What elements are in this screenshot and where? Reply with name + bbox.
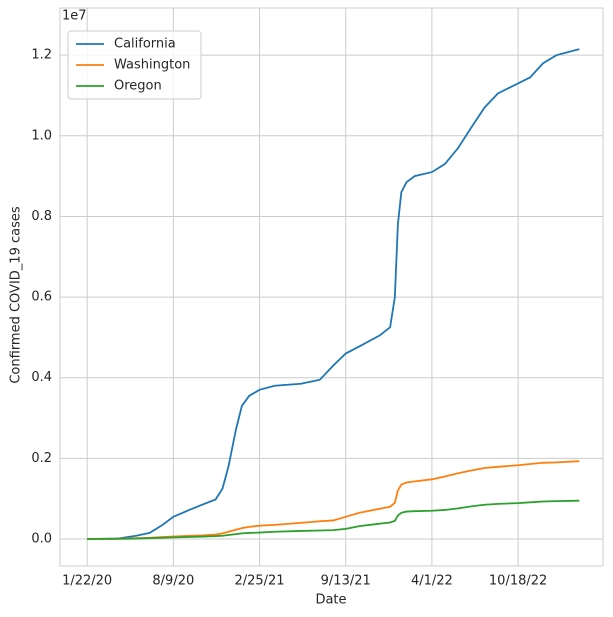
legend-label: California (114, 37, 176, 52)
plot-frame (59, 7, 604, 567)
y-tick-label: 1.0 (31, 128, 52, 143)
x-axis-label: Date (315, 593, 346, 608)
y-tick-label: 0.2 (31, 451, 52, 466)
y-tick-label: 0.4 (31, 370, 52, 385)
y-tick-label: 0.0 (31, 531, 52, 546)
x-tick-label: 1/22/20 (62, 574, 112, 589)
legend-label: Oregon (114, 79, 162, 94)
y-axis-label: Confirmed COVID_19 cases (9, 206, 24, 383)
legend-box (67, 30, 202, 100)
x-tick-label: 8/9/20 (152, 574, 194, 589)
y-offset-label: 1e7 (62, 9, 87, 24)
legend: California Washington Oregon (67, 30, 202, 100)
x-tick-label: 10/18/22 (489, 574, 547, 589)
x-tick-label: 4/1/22 (411, 574, 453, 589)
y-tick-label: 1.2 (31, 48, 52, 63)
y-tick-label: 0.6 (31, 290, 52, 305)
y-tick-label: 0.8 (31, 209, 52, 224)
series-line (87, 499, 580, 540)
legend-label: Washington (114, 58, 190, 73)
series-line (87, 460, 580, 540)
x-tick-label: 9/13/21 (321, 574, 371, 589)
x-tick-label: 2/25/21 (234, 574, 284, 589)
series-line (87, 48, 580, 540)
